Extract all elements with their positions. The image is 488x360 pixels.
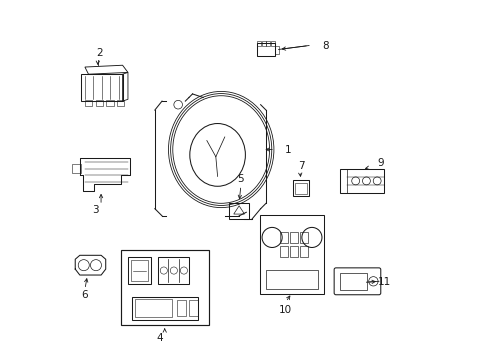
Text: 11: 11: [378, 277, 391, 287]
Text: 1: 1: [285, 144, 291, 154]
Text: 8: 8: [322, 41, 328, 50]
Text: 2: 2: [96, 48, 102, 58]
Text: 6: 6: [81, 290, 88, 300]
Text: 10: 10: [279, 305, 292, 315]
Text: 5: 5: [237, 174, 244, 184]
Text: 3: 3: [92, 206, 99, 216]
Text: 7: 7: [298, 161, 305, 171]
Text: 9: 9: [376, 158, 383, 168]
Text: 4: 4: [157, 333, 163, 343]
